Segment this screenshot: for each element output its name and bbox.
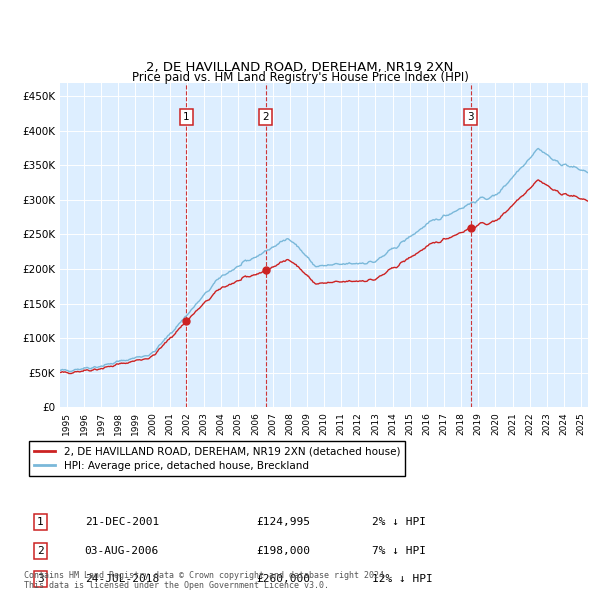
Text: 1: 1: [37, 517, 44, 527]
Text: Contains HM Land Registry data © Crown copyright and database right 2024.: Contains HM Land Registry data © Crown c…: [24, 571, 389, 580]
Legend: 2, DE HAVILLAND ROAD, DEREHAM, NR19 2XN (detached house), HPI: Average price, de: 2, DE HAVILLAND ROAD, DEREHAM, NR19 2XN …: [29, 441, 405, 476]
Text: 2: 2: [37, 546, 44, 556]
Text: 1: 1: [183, 112, 190, 122]
Text: 03-AUG-2006: 03-AUG-2006: [85, 546, 159, 556]
Text: This data is licensed under the Open Government Licence v3.0.: This data is licensed under the Open Gov…: [24, 581, 329, 590]
Text: 2, DE HAVILLAND ROAD, DEREHAM, NR19 2XN: 2, DE HAVILLAND ROAD, DEREHAM, NR19 2XN: [146, 61, 454, 74]
Text: £124,995: £124,995: [256, 517, 310, 527]
Text: £198,000: £198,000: [256, 546, 310, 556]
Text: 2% ↓ HPI: 2% ↓ HPI: [372, 517, 426, 527]
Text: £260,000: £260,000: [256, 574, 310, 584]
Text: Price paid vs. HM Land Registry's House Price Index (HPI): Price paid vs. HM Land Registry's House …: [131, 71, 469, 84]
Text: 3: 3: [467, 112, 474, 122]
Text: 3: 3: [37, 574, 44, 584]
Text: 21-DEC-2001: 21-DEC-2001: [85, 517, 159, 527]
Text: 24-JUL-2018: 24-JUL-2018: [85, 574, 159, 584]
Text: 2: 2: [262, 112, 269, 122]
Text: 12% ↓ HPI: 12% ↓ HPI: [372, 574, 433, 584]
Text: 7% ↓ HPI: 7% ↓ HPI: [372, 546, 426, 556]
